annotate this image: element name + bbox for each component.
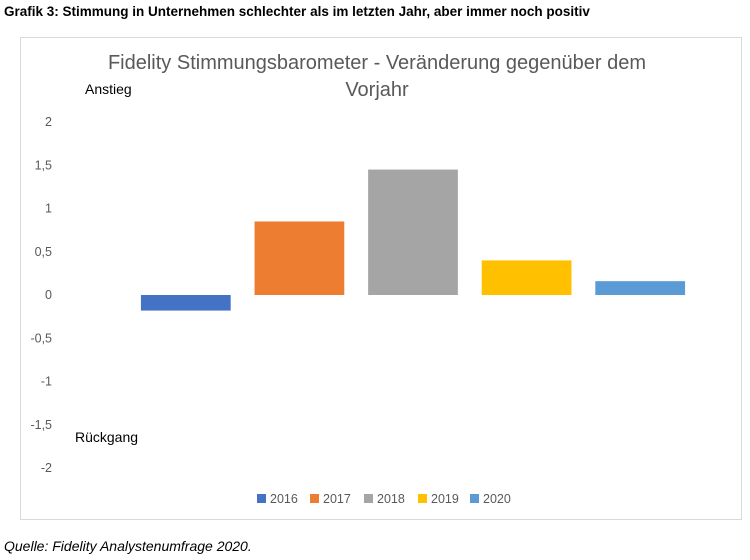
legend-label-2017: 2017 — [323, 492, 351, 506]
y-tick-label: 1,5 — [35, 158, 52, 172]
legend-label-2018: 2018 — [377, 492, 405, 506]
annotation-rueckgang: Rückgang — [75, 429, 138, 445]
bar-2019 — [481, 260, 572, 295]
y-tick-label: -1 — [41, 375, 52, 389]
y-tick-label: -1,5 — [30, 418, 52, 432]
bar-2017 — [254, 221, 345, 295]
bar-chart: Fidelity Stimmungsbarometer - Veränderun… — [30, 52, 686, 506]
bar-2020 — [595, 281, 686, 295]
figure-heading: Grafik 3: Stimmung in Unternehmen schlec… — [4, 4, 590, 19]
y-tick-label: -2 — [41, 461, 52, 475]
annotation-anstieg: Anstieg — [85, 81, 132, 97]
legend-swatch-2017 — [310, 494, 319, 503]
legend-label-2020: 2020 — [483, 492, 511, 506]
y-tick-label: 0,5 — [35, 245, 52, 259]
chart-frame: Fidelity Stimmungsbarometer - Veränderun… — [20, 37, 742, 520]
y-tick-label: 0 — [45, 288, 52, 302]
bar-2016 — [140, 295, 231, 311]
legend-swatch-2020 — [470, 494, 479, 503]
y-tick-label: -0,5 — [30, 331, 52, 345]
legend-swatch-2019 — [418, 494, 427, 503]
legend-label-2016: 2016 — [270, 492, 298, 506]
chart-title-line-2: Vorjahr — [345, 79, 409, 101]
bar-2018 — [368, 169, 458, 295]
legend-swatch-2018 — [364, 494, 373, 503]
chart-title-line-1: Fidelity Stimmungsbarometer - Veränderun… — [108, 52, 646, 74]
legend-label-2019: 2019 — [431, 492, 459, 506]
source-note: Quelle: Fidelity Analystenumfrage 2020. — [4, 538, 252, 554]
y-tick-label: 2 — [45, 115, 52, 129]
legend-swatch-2016 — [257, 494, 266, 503]
y-tick-label: 1 — [45, 202, 52, 216]
